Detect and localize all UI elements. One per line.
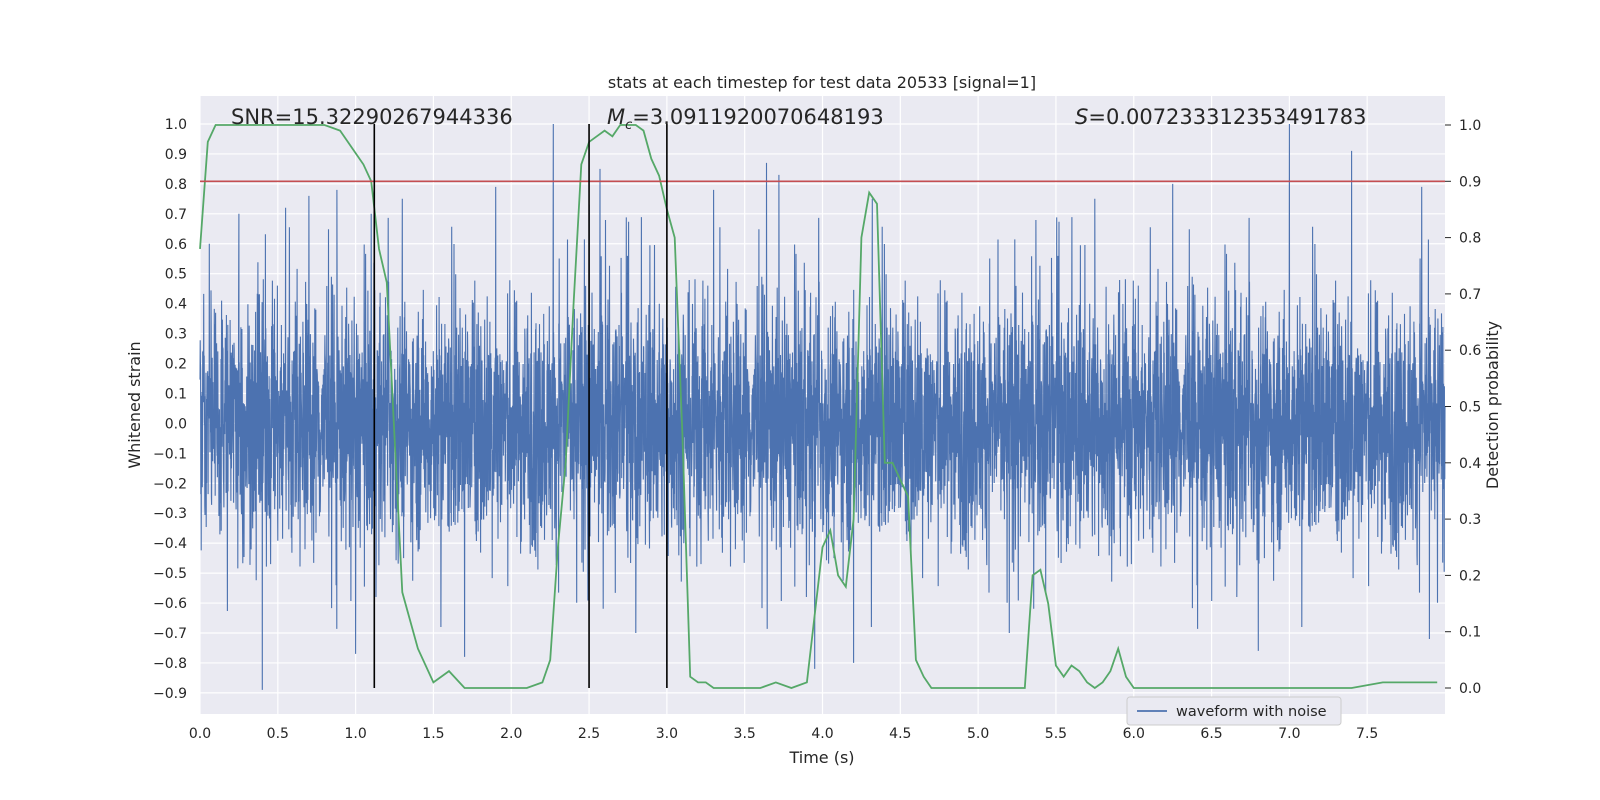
- y-tick-label-left: 0.3: [165, 327, 187, 343]
- chirp-mass-subscript: c: [625, 118, 632, 133]
- y-tick-label-left: −0.7: [153, 626, 187, 642]
- x-tick-label: 2.0: [500, 726, 522, 742]
- y-tick-label-left: 0.7: [165, 207, 187, 223]
- probability-line: [199, 124, 1438, 690]
- y-tick-label-right: 0.0: [1459, 681, 1481, 697]
- x-axis-label: Time (s): [788, 748, 854, 767]
- y-tick-label-right: 0.7: [1459, 287, 1481, 303]
- x-tick-label: 6.5: [1200, 726, 1222, 742]
- snr-annotation: SNR=15.32290267944336: [231, 105, 513, 129]
- y-tick-label-left: −0.3: [153, 506, 187, 522]
- x-tick-label: 2.5: [578, 726, 600, 742]
- y-axis-label-left: Whitened strain: [125, 341, 144, 468]
- x-tick-label: 7.5: [1356, 726, 1378, 742]
- y-tick-label-right: 0.2: [1459, 568, 1481, 584]
- chart-title: stats at each timestep for test data 205…: [608, 73, 1036, 92]
- vertical-markers: [200, 124, 1445, 688]
- y-tick-label-left: −0.8: [153, 656, 187, 672]
- legend-label: waveform with noise: [1176, 704, 1327, 720]
- y-tick-label-left: 0.1: [165, 386, 187, 402]
- x-tick-label: 1.5: [422, 726, 444, 742]
- y-tick-label-left: −0.4: [153, 536, 187, 552]
- y-tick-label-left: −0.5: [153, 566, 187, 582]
- y-tick-label-right: 0.3: [1459, 512, 1481, 528]
- y-tick-label-left: 0.6: [165, 237, 187, 253]
- ticks: 0.0 0.5 1.0 1.5 2.0 2.5 3.0 3.5 4.0 4.5 5.0 5.5 6.0 6…: [153, 117, 1481, 742]
- y-tick-label-right: 0.1: [1459, 625, 1481, 641]
- x-tick-label: 6.0: [1123, 726, 1145, 742]
- waveform-series: [199, 123, 1446, 690]
- y-tick-label-left: −0.1: [153, 446, 187, 462]
- chirp-mass-symbol: M: [607, 105, 625, 129]
- y-tick-label-left: 0.4: [165, 297, 187, 313]
- x-tick-label: 4.0: [811, 726, 833, 742]
- x-tick-label: 4.5: [889, 726, 911, 742]
- x-tick-label: 5.5: [1045, 726, 1067, 742]
- y-tick-label-left: 0.2: [165, 357, 187, 373]
- y-tick-label-left: 0.9: [165, 147, 187, 163]
- y-tick-label-right: 1.0: [1459, 118, 1481, 134]
- y-tick-label-left: −0.6: [153, 596, 187, 612]
- y-tick-label-left: 0.8: [165, 177, 187, 193]
- s-symbol: S: [1075, 105, 1088, 129]
- waveform-line: [199, 123, 1446, 690]
- y-tick-label-right: 0.4: [1459, 456, 1481, 472]
- x-tick-label: 3.5: [734, 726, 756, 742]
- x-tick-label: 7.0: [1278, 726, 1300, 742]
- x-tick-label: 5.0: [967, 726, 989, 742]
- y-tick-label-left: 0.5: [165, 267, 187, 283]
- y-tick-label-left: 0.0: [165, 416, 187, 432]
- y-tick-label-left: −0.2: [153, 476, 187, 492]
- s-annotation: S=0.007233312353491783: [1075, 105, 1366, 129]
- x-tick-label: 3.0: [656, 726, 678, 742]
- y-axis-label-right: Detection probability: [1483, 321, 1502, 489]
- x-tick-label: 0.0: [189, 726, 211, 742]
- y-tick-label-right: 0.5: [1459, 400, 1481, 416]
- y-tick-label-left: −0.9: [153, 686, 187, 702]
- x-tick-label: 1.0: [344, 726, 366, 742]
- chirp-mass-value: =3.0911920070648193: [632, 105, 883, 129]
- legend: waveform with noise: [1126, 696, 1342, 726]
- y-tick-label-right: 0.6: [1459, 343, 1481, 359]
- y-tick-label-left: 1.0: [165, 117, 187, 133]
- legend-box: [1126, 696, 1342, 726]
- y-tick-label-right: 0.9: [1459, 174, 1481, 190]
- y-tick-label-right: 0.8: [1459, 231, 1481, 247]
- x-tick-label: 0.5: [267, 726, 289, 742]
- chirp-mass-annotation: Mc=3.0911920070648193: [607, 105, 884, 133]
- s-value: =0.007233312353491783: [1088, 105, 1366, 129]
- probability-series: [199, 124, 1438, 690]
